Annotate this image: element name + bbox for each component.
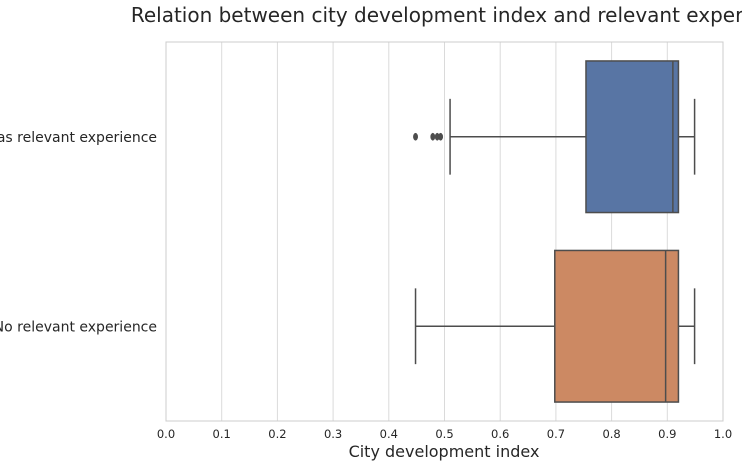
- x-tick-label: 0.7: [547, 427, 565, 441]
- x-tick-label: 0.8: [602, 427, 620, 441]
- category-labels: Has relevant experience No relevant exper…: [0, 130, 157, 336]
- x-tick-label: 0.6: [491, 427, 509, 441]
- x-axis-label: City development index: [349, 442, 540, 461]
- x-tick-label: 0.0: [157, 427, 175, 441]
- x-tick-labels: 0.0 0.1 0.2 0.3 0.4 0.5 0.6 0.7 0.8 0.9 1.0: [157, 427, 732, 441]
- iqr-box: [585, 60, 680, 214]
- outlier-point: [413, 132, 418, 141]
- outlier-point: [438, 132, 444, 141]
- x-tick-label: 0.4: [380, 427, 398, 441]
- outlier-point: [430, 132, 436, 141]
- category-label: Has relevant experience: [0, 130, 157, 146]
- iqr-box: [554, 249, 680, 403]
- plot-frame: [165, 41, 724, 422]
- box-group: [413, 60, 696, 214]
- x-tick-label: 0.5: [435, 427, 453, 441]
- x-tick-label: 0.2: [268, 427, 286, 441]
- box-group: [414, 249, 696, 403]
- x-tick-label: 1.0: [714, 427, 732, 441]
- x-tick-label: 0.1: [213, 427, 231, 441]
- boxes: [413, 60, 696, 403]
- chart-title: Relation between city development index …: [131, 3, 742, 27]
- category-label: No relevant experience: [0, 319, 157, 335]
- x-tick-label: 0.9: [658, 427, 676, 441]
- x-tick-label: 0.3: [324, 427, 342, 441]
- plot-border: [165, 41, 724, 422]
